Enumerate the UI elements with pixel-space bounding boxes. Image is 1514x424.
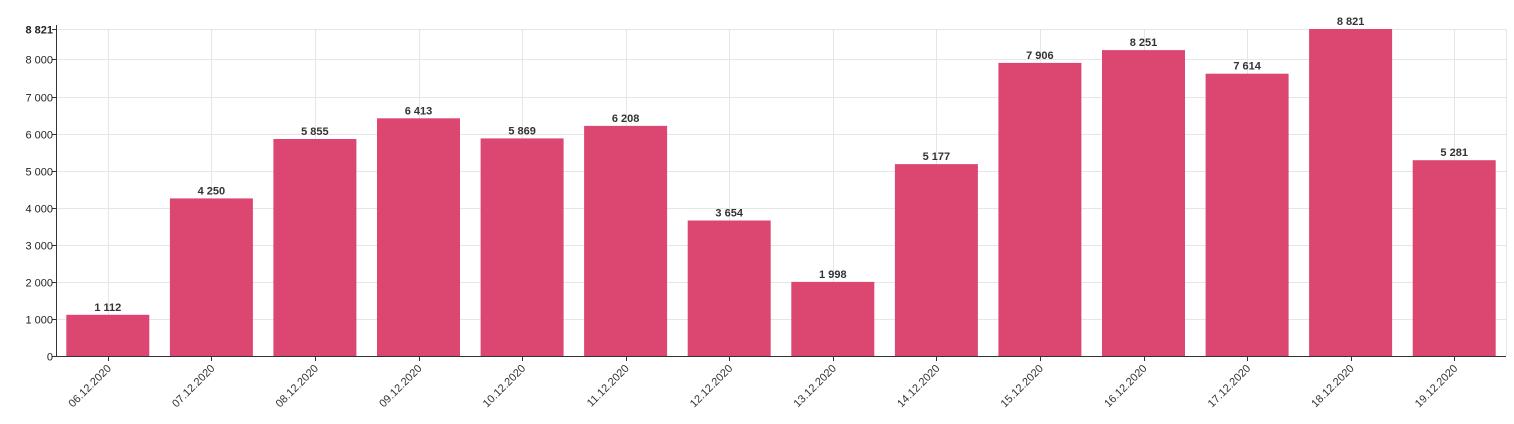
y-tick-label: 5 000 <box>25 167 53 179</box>
x-tick-label: 15.12.2020 <box>999 363 1046 410</box>
x-tick-label: 13.12.2020 <box>792 363 839 410</box>
x-tick-label: 16.12.2020 <box>1102 363 1149 410</box>
x-tick-label: 14.12.2020 <box>895 363 942 410</box>
x-tick-label: 11.12.2020 <box>585 363 632 410</box>
y-tick-label: 3 000 <box>25 241 53 253</box>
bar <box>894 164 978 356</box>
x-tick-label: 08.12.2020 <box>274 363 321 410</box>
y-tick-label: 1 000 <box>25 315 53 327</box>
data-label: 5 177 <box>923 151 951 163</box>
y-tick-label: 4 000 <box>25 204 53 216</box>
data-label: 8 821 <box>1337 16 1365 28</box>
bar <box>1102 50 1185 356</box>
x-tick-label: 06.12.2020 <box>67 363 114 410</box>
y-tick-label: 7 000 <box>25 93 53 105</box>
data-label: 8 251 <box>1130 37 1158 49</box>
data-label: 4 250 <box>198 185 226 197</box>
y-axis: 0 1 000 2 000 3 000 4 000 5 000 6 000 7 000 8 00… <box>25 25 57 364</box>
bar <box>1205 73 1289 356</box>
data-label: 6 208 <box>612 113 640 125</box>
x-tick-label: 09.12.2020 <box>377 363 424 410</box>
x-tick-label: 10.12.2020 <box>481 363 528 410</box>
x-axis: 06.12.2020 07.12.2020 08.12.2020 09.12.2020… <box>56 356 1506 410</box>
y-tick-label: 2 000 <box>25 278 53 290</box>
data-labels: 1 112 4 250 5 855 6 413 5 869 6 208 3 654 1 998… <box>94 16 1468 314</box>
bar <box>480 138 564 356</box>
data-label: 7 614 <box>1233 61 1261 73</box>
data-label: 5 869 <box>508 125 536 137</box>
y-tick-label: 6 000 <box>25 130 53 142</box>
bar <box>273 139 357 356</box>
data-label: 1 998 <box>819 269 847 281</box>
x-tick-label: 12.12.2020 <box>688 363 735 410</box>
bar <box>66 314 150 356</box>
y-tick-label: 0 <box>47 352 53 364</box>
data-label: 6 413 <box>405 105 433 117</box>
bar <box>169 198 253 356</box>
bar <box>584 125 668 357</box>
bar <box>377 118 460 356</box>
data-label: 1 112 <box>94 302 121 314</box>
x-tick-label: 07.12.2020 <box>170 363 217 410</box>
data-label: 5 281 <box>1440 147 1468 159</box>
bar <box>791 281 875 356</box>
bar <box>998 62 1082 357</box>
y-tick-label: 8 000 <box>25 55 53 67</box>
x-tick-label: 18.12.2020 <box>1309 363 1356 410</box>
bars <box>66 29 1496 357</box>
data-label: 3 654 <box>715 208 743 220</box>
bar <box>687 220 771 356</box>
data-label: 7 906 <box>1026 50 1054 62</box>
bar <box>1309 29 1393 356</box>
bar <box>1412 160 1496 356</box>
x-tick-label: 17.12.2020 <box>1206 363 1253 410</box>
y-tick-label: 8 821 <box>25 25 53 37</box>
data-label: 5 855 <box>301 126 329 138</box>
x-tick-label: 19.12.2020 <box>1413 363 1460 410</box>
